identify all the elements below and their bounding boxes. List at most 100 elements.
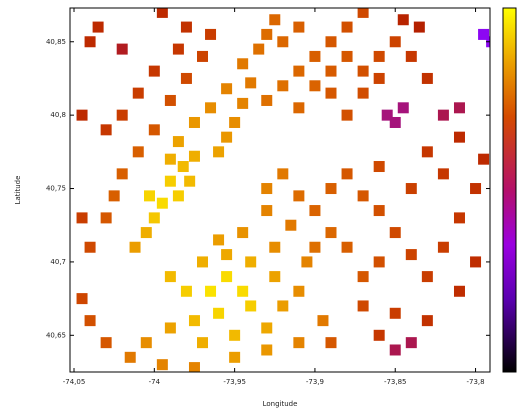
point [148, 124, 160, 136]
point [76, 293, 88, 305]
point [237, 58, 249, 70]
point [357, 65, 369, 77]
point [325, 87, 337, 99]
point [453, 131, 465, 143]
point [129, 241, 141, 253]
point [357, 271, 369, 283]
point [421, 72, 433, 84]
point [309, 241, 321, 253]
point [373, 329, 385, 341]
point [405, 183, 417, 195]
point [221, 271, 233, 283]
x-tick-label: -74,05 [63, 378, 86, 386]
point [478, 28, 490, 40]
x-tick-label: -73,95 [223, 378, 246, 386]
point [397, 14, 409, 26]
point [277, 36, 289, 48]
point [172, 43, 184, 55]
point [261, 94, 273, 106]
point [389, 307, 401, 319]
point [172, 190, 184, 202]
point [341, 109, 353, 121]
point [140, 227, 152, 239]
point [188, 362, 200, 372]
point [229, 329, 241, 341]
y-axis-label: Latitude [14, 176, 22, 205]
point [421, 271, 433, 283]
point [76, 212, 88, 224]
point [357, 190, 369, 202]
point [148, 212, 160, 224]
point [269, 241, 281, 253]
point [221, 249, 233, 261]
point [164, 322, 176, 334]
point [261, 344, 273, 356]
point [261, 183, 273, 195]
point [373, 50, 385, 62]
point [84, 36, 96, 48]
point [180, 72, 192, 84]
point [293, 102, 305, 114]
point [405, 337, 417, 349]
point [389, 116, 401, 128]
point [229, 116, 241, 128]
point [148, 65, 160, 77]
point [389, 227, 401, 239]
point [437, 109, 449, 121]
point [221, 83, 233, 95]
point [177, 161, 189, 173]
x-tick-label: -73,9 [306, 378, 324, 386]
point [293, 190, 305, 202]
point [261, 205, 273, 217]
point [144, 190, 156, 202]
y-tick-label: 40,85 [46, 38, 66, 46]
point [229, 351, 241, 363]
y-tick-label: 40,8 [50, 111, 66, 119]
point [221, 131, 233, 143]
point [325, 36, 337, 48]
point [245, 256, 257, 268]
point [205, 285, 217, 297]
point [381, 109, 393, 121]
point [325, 65, 337, 77]
point [261, 322, 273, 334]
point [197, 337, 209, 349]
point [325, 337, 337, 349]
point [92, 21, 104, 33]
y-tick-label: 40,7 [50, 258, 66, 266]
x-tick-label: -73,85 [384, 378, 407, 386]
point [421, 146, 433, 158]
point [188, 150, 200, 162]
point [470, 183, 482, 195]
point [317, 315, 329, 327]
point [100, 337, 112, 349]
point [309, 205, 321, 217]
point [245, 300, 257, 312]
colorbar [502, 7, 517, 373]
point [389, 344, 401, 356]
point [156, 197, 168, 209]
point [237, 285, 249, 297]
point [156, 8, 168, 18]
point [140, 337, 152, 349]
point [116, 168, 128, 180]
point [188, 116, 200, 128]
point [269, 271, 281, 283]
point [277, 300, 289, 312]
point [341, 50, 353, 62]
x-tick-label: -74 [149, 378, 161, 386]
point [405, 50, 417, 62]
x-tick-label: -73,8 [466, 378, 484, 386]
point [453, 285, 465, 297]
point [184, 175, 196, 187]
point [164, 94, 176, 106]
point [100, 212, 112, 224]
point [180, 21, 192, 33]
point [309, 80, 321, 92]
point [237, 97, 249, 109]
point [437, 241, 449, 253]
point [253, 43, 265, 55]
point [205, 28, 217, 40]
point [293, 21, 305, 33]
